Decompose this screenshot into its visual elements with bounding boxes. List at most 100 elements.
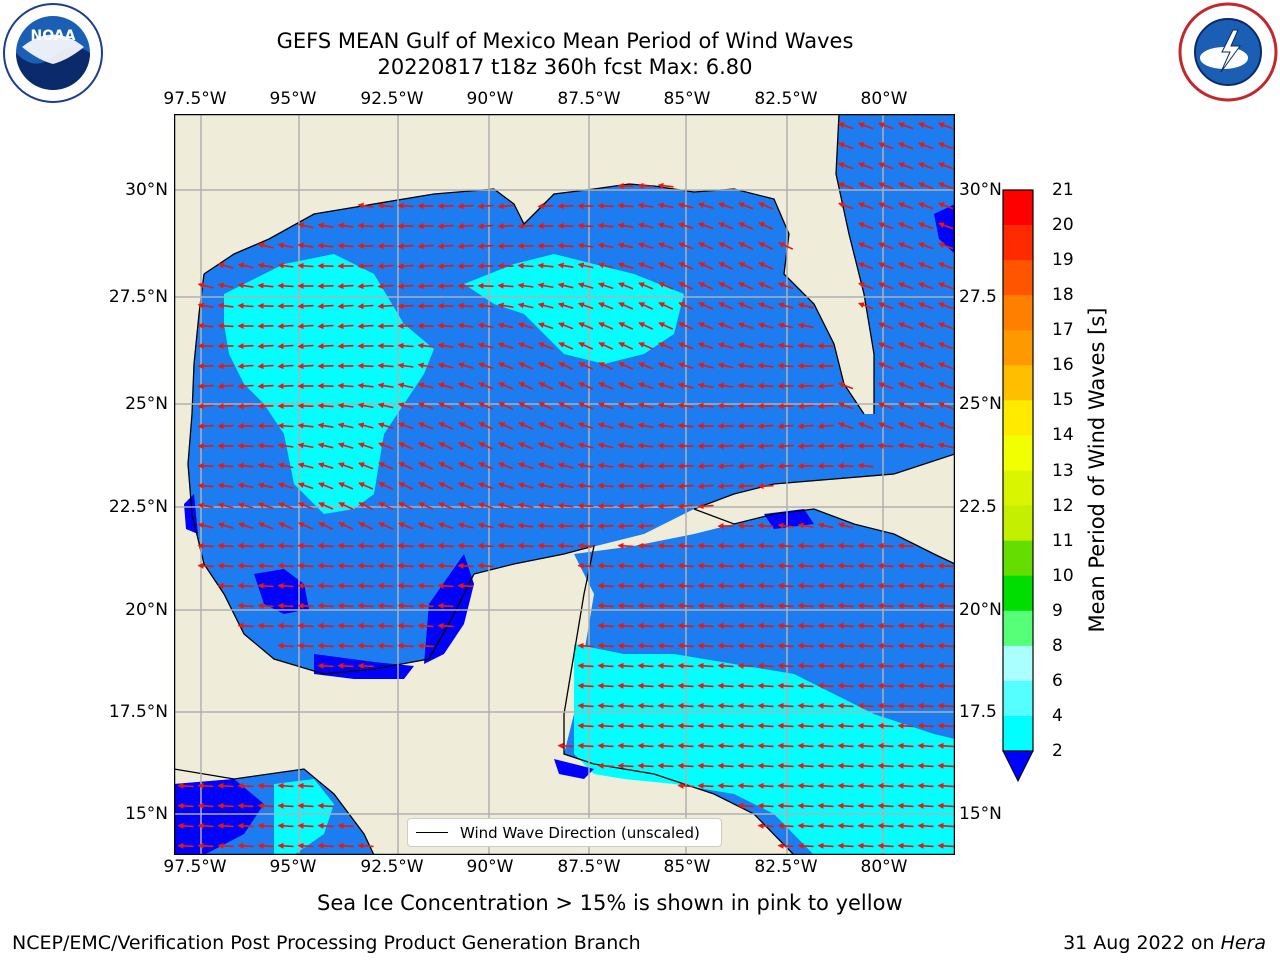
wave-arrow bbox=[757, 602, 774, 609]
lat-tick-left: 20°N bbox=[125, 600, 168, 620]
wave-arrow bbox=[597, 762, 614, 769]
wave-arrow bbox=[717, 202, 734, 210]
lon-tick-bottom: 92.5°W bbox=[360, 857, 424, 877]
wave-arrow bbox=[397, 422, 414, 430]
wave-arrow bbox=[177, 802, 194, 809]
wave-arrow bbox=[837, 602, 854, 609]
wave-arrow bbox=[237, 502, 254, 509]
lon-tick-top: 95°W bbox=[269, 89, 317, 109]
wave-arrow bbox=[597, 562, 614, 569]
wave-arrow bbox=[917, 742, 934, 749]
wave-arrow bbox=[878, 322, 894, 330]
lat-tick-left: 17.5°N bbox=[108, 702, 168, 722]
wave-arrow bbox=[277, 323, 294, 330]
wave-arrow bbox=[257, 542, 274, 549]
wave-arrow bbox=[297, 802, 314, 809]
colorbar-tick-label: 9 bbox=[1052, 600, 1063, 621]
wave-arrow bbox=[738, 262, 754, 270]
wave-arrow bbox=[438, 442, 454, 450]
wave-arrow bbox=[498, 422, 514, 430]
wave-arrow bbox=[918, 202, 934, 210]
wave-arrow bbox=[237, 582, 254, 589]
wave-arrow bbox=[817, 762, 834, 769]
wave-arrow bbox=[698, 242, 714, 250]
wave-arrow bbox=[577, 542, 594, 549]
wave-arrow bbox=[857, 542, 874, 549]
wave-arrow bbox=[858, 302, 874, 310]
lat-tick-left: 22.5°N bbox=[108, 497, 168, 517]
wave-arrow bbox=[678, 282, 694, 290]
wave-arrow bbox=[937, 682, 954, 689]
wave-arrow bbox=[337, 622, 354, 629]
wave-arrow bbox=[297, 562, 314, 569]
wave-arrow bbox=[898, 162, 914, 170]
wave-arrow bbox=[637, 562, 654, 569]
wave-arrow bbox=[337, 402, 354, 409]
colorbar-tick-label: 20 bbox=[1052, 215, 1074, 236]
wave-arrow bbox=[458, 462, 474, 470]
wave-arrow bbox=[557, 462, 574, 469]
wave-arrow bbox=[297, 582, 314, 589]
wave-arrow bbox=[217, 302, 234, 309]
wave-arrow bbox=[357, 842, 374, 849]
wave-arrow bbox=[777, 622, 794, 629]
wave-arrow bbox=[617, 402, 634, 410]
wave-arrow bbox=[698, 302, 714, 310]
wave-arrow bbox=[217, 262, 234, 269]
wave-arrow bbox=[878, 382, 894, 390]
wave-arrow bbox=[297, 323, 314, 330]
wave-arrow bbox=[617, 523, 634, 530]
wave-arrow bbox=[217, 322, 234, 329]
wave-arrow bbox=[257, 582, 274, 589]
wave-arrow bbox=[817, 383, 834, 390]
wave-arrow bbox=[797, 522, 814, 529]
sea-ice-note: Sea Ice Concentration > 15% is shown in … bbox=[317, 891, 903, 915]
wave-arrow bbox=[938, 282, 954, 290]
wave-arrow bbox=[297, 542, 314, 549]
wave-arrow bbox=[317, 242, 334, 249]
wave-arrow bbox=[938, 422, 954, 430]
colorbar-tick-label: 6 bbox=[1052, 670, 1063, 691]
wave-arrow bbox=[898, 282, 914, 290]
wave-arrow bbox=[357, 303, 374, 310]
wave-arrow bbox=[257, 282, 274, 289]
wave-arrow bbox=[197, 562, 214, 569]
wave-arrow bbox=[317, 662, 334, 669]
wave-arrow bbox=[517, 462, 534, 470]
wave-arrow bbox=[257, 242, 274, 249]
colorbar-tick-label: 11 bbox=[1052, 530, 1074, 551]
wave-arrow bbox=[837, 742, 854, 749]
wave-arrow bbox=[437, 522, 454, 530]
wave-arrow bbox=[437, 263, 454, 270]
wave-arrow bbox=[257, 363, 274, 370]
wave-arrow bbox=[858, 182, 874, 190]
colorbar-title: Mean Period of Wind Waves [s] bbox=[1085, 307, 1109, 633]
wave-arrow bbox=[357, 542, 374, 549]
wave-arrow bbox=[737, 562, 754, 569]
wave-arrow bbox=[917, 762, 934, 769]
colorbar-segment bbox=[1003, 400, 1033, 436]
wave-arrow bbox=[277, 542, 294, 549]
wave-arrow bbox=[417, 562, 434, 569]
wave-arrow bbox=[578, 342, 594, 350]
wave-arrow bbox=[937, 822, 954, 829]
wave-arrow bbox=[517, 223, 534, 230]
wave-arrow bbox=[938, 182, 954, 190]
wave-arrow bbox=[537, 203, 554, 210]
wave-arrow bbox=[337, 462, 354, 470]
wave-arrow bbox=[677, 782, 694, 789]
colorbar bbox=[1002, 189, 1034, 783]
wave-arrow bbox=[757, 542, 774, 549]
colorbar-tick-label: 8 bbox=[1052, 635, 1063, 656]
wave-arrow bbox=[417, 602, 434, 609]
wave-arrow bbox=[277, 262, 294, 269]
wave-arrow bbox=[737, 662, 754, 669]
wave-arrow bbox=[578, 322, 594, 330]
wave-arrow bbox=[277, 242, 294, 249]
wave-arrow bbox=[937, 742, 954, 749]
wave-arrow bbox=[457, 362, 474, 369]
wave-arrow bbox=[897, 442, 914, 449]
wave-arrow bbox=[377, 642, 394, 649]
chart-subtitle: 20220817 t18z 360h fcst Max: 6.80 bbox=[377, 55, 753, 79]
wave-arrow bbox=[817, 722, 834, 729]
